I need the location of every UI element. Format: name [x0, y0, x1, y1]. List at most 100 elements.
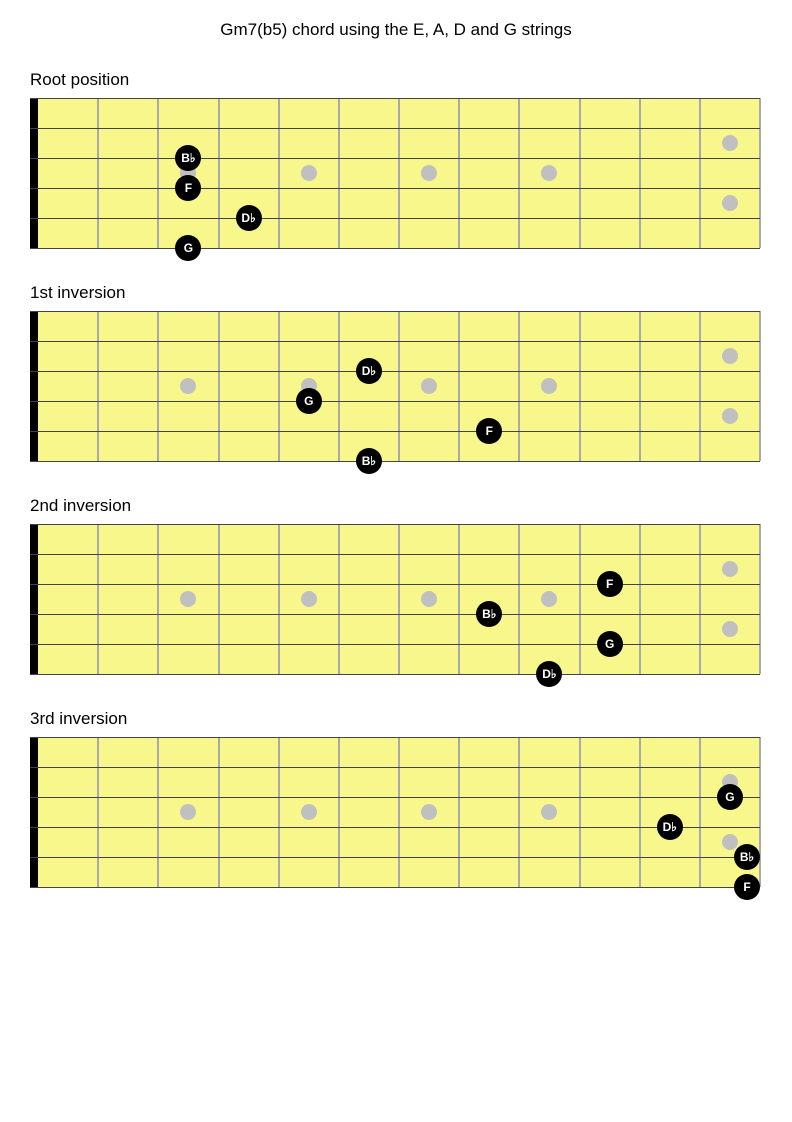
fret-line [518, 311, 520, 461]
fret-line [639, 737, 641, 887]
string-line [30, 311, 760, 312]
string-line [30, 158, 760, 159]
note-dot: D♭ [356, 358, 382, 384]
string-line [30, 401, 760, 402]
note-dot: B♭ [734, 844, 760, 870]
fret-line [278, 311, 280, 461]
fret-line [699, 311, 701, 461]
string-line [30, 797, 760, 798]
note-dot: D♭ [236, 205, 262, 231]
diagram-block: 2nd inversion D♭GB♭F [30, 496, 762, 674]
diagram-label: 1st inversion [30, 283, 762, 303]
fret-marker [421, 378, 437, 394]
fret-marker [421, 165, 437, 181]
fret-line [338, 524, 340, 674]
fret-line [97, 737, 99, 887]
fret-line [157, 311, 159, 461]
fret-line [759, 737, 761, 887]
fret-marker [722, 195, 738, 211]
nut [30, 737, 38, 887]
fret-line [97, 311, 99, 461]
note-dot: D♭ [536, 661, 562, 687]
fret-line [97, 98, 99, 248]
fret-marker [722, 135, 738, 151]
string-line [30, 767, 760, 768]
note-dot: G [296, 388, 322, 414]
fretboard: FB♭D♭G [30, 737, 760, 887]
diagram-label: 2nd inversion [30, 496, 762, 516]
string-line [30, 431, 760, 432]
diagram-label: 3rd inversion [30, 709, 762, 729]
fret-marker [301, 165, 317, 181]
fret-line [338, 311, 340, 461]
string-line [30, 248, 760, 249]
fret-line [639, 524, 641, 674]
fret-line [398, 524, 400, 674]
fret-marker [722, 408, 738, 424]
fret-line [398, 737, 400, 887]
string-line [30, 644, 760, 645]
fret-line [157, 98, 159, 248]
fret-line [579, 524, 581, 674]
string-line [30, 341, 760, 342]
fret-marker [722, 348, 738, 364]
fret-line [157, 524, 159, 674]
note-dot: G [717, 784, 743, 810]
string-line [30, 737, 760, 738]
fret-line [759, 98, 761, 248]
fret-line [278, 737, 280, 887]
fret-marker [722, 561, 738, 577]
fret-marker [421, 591, 437, 607]
fret-marker [722, 834, 738, 850]
nut [30, 98, 38, 248]
string-line [30, 857, 760, 858]
string-line [30, 887, 760, 888]
page: Gm7(b5) chord using the E, A, D and G st… [0, 0, 792, 942]
fretboard: GD♭FB♭ [30, 98, 760, 248]
fretboard: D♭GB♭F [30, 524, 760, 674]
nut [30, 311, 38, 461]
fret-line [579, 737, 581, 887]
string-line [30, 554, 760, 555]
fret-line [338, 737, 340, 887]
string-line [30, 371, 760, 372]
fret-line [398, 98, 400, 248]
string-line [30, 524, 760, 525]
fret-marker [722, 621, 738, 637]
fret-line [759, 311, 761, 461]
note-dot: F [597, 571, 623, 597]
note-dot: G [597, 631, 623, 657]
fret-line [579, 311, 581, 461]
string-line [30, 188, 760, 189]
string-line [30, 128, 760, 129]
fret-line [338, 98, 340, 248]
string-line [30, 614, 760, 615]
note-dot: D♭ [657, 814, 683, 840]
page-title: Gm7(b5) chord using the E, A, D and G st… [30, 20, 762, 40]
fret-line [218, 311, 220, 461]
fret-line [518, 524, 520, 674]
fretboard: B♭FGD♭ [30, 311, 760, 461]
fret-line [398, 311, 400, 461]
fret-marker [301, 591, 317, 607]
fret-line [639, 98, 641, 248]
diagrams-container: Root positionGD♭FB♭1st inversionB♭FGD♭2n… [30, 70, 762, 887]
diagram-block: 3rd inversionFB♭D♭G [30, 709, 762, 887]
note-dot: B♭ [356, 448, 382, 474]
fret-line [518, 98, 520, 248]
fret-line [218, 524, 220, 674]
nut [30, 524, 38, 674]
fret-marker [421, 804, 437, 820]
fret-line [699, 524, 701, 674]
fret-marker [301, 804, 317, 820]
fret-line [157, 737, 159, 887]
fret-line [278, 524, 280, 674]
fret-line [218, 98, 220, 248]
fret-line [97, 524, 99, 674]
fret-line [579, 98, 581, 248]
fret-line [458, 737, 460, 887]
fret-line [458, 98, 460, 248]
diagram-block: 1st inversionB♭FGD♭ [30, 283, 762, 461]
fret-line [699, 98, 701, 248]
fret-line [218, 737, 220, 887]
